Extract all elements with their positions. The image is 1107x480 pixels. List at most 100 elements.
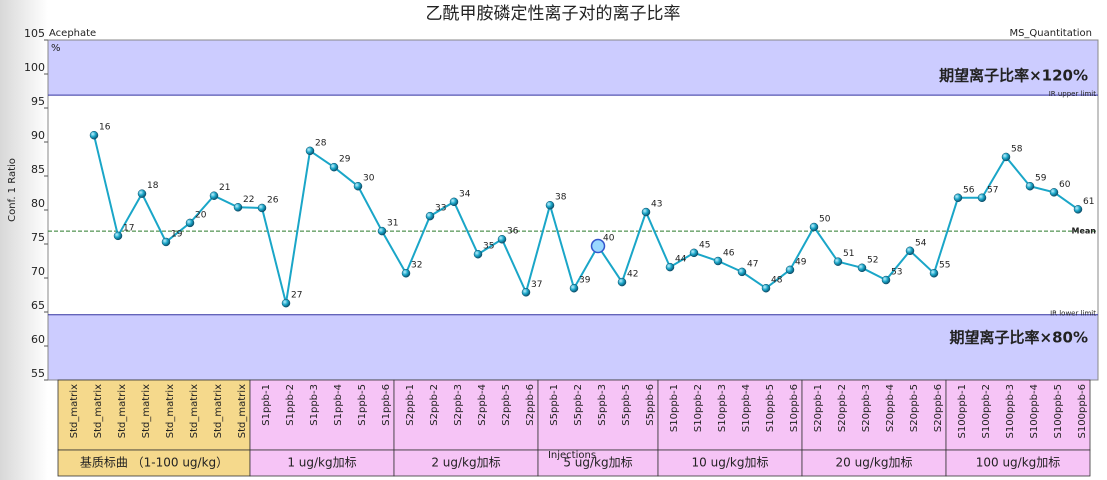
point-label: 48 [771,276,783,286]
point-label: 43 [651,200,662,210]
x-tick-label: S2ppb-5 [501,384,512,426]
data-point [1001,152,1011,162]
point-label: 40 [603,234,615,244]
x-tick-label: S100ppb-6 [1077,384,1088,438]
data-point [977,193,987,203]
x-tick-label: S10ppb-5 [765,384,776,432]
x-tick-label: S20ppb-1 [813,384,824,432]
point-label: 45 [699,240,710,250]
x-tick-label: S1ppb-6 [381,384,392,426]
x-tick-label: Std_matrix [189,384,200,438]
annotation: 期望离子比率×120% [939,67,1088,85]
x-tick-label: S10ppb-4 [741,384,752,432]
data-point [497,234,507,244]
point-label: 59 [1035,174,1047,184]
group-cell [393,449,539,477]
data-point [857,263,867,273]
data-point [185,218,195,228]
y-tick-label: 105 [24,27,45,40]
point-label: 32 [411,261,422,271]
y-tick-label: 85 [31,163,45,176]
group-cell [249,449,395,477]
x-tick-label: S1ppb-1 [261,384,272,426]
x-tick-label: S100ppb-4 [1029,384,1040,438]
point-label: 49 [795,257,807,267]
y-tick-label: 65 [31,299,45,312]
point-label: 27 [291,291,302,301]
point-label: 35 [483,242,494,252]
group-label: 5 ug/kg加标 [563,456,632,470]
data-point [929,268,939,278]
point-label: 33 [435,204,446,214]
data-point [257,203,267,213]
group-column [393,379,539,451]
point-label: 58 [1011,144,1023,154]
data-point [905,246,915,256]
x-tick-label: S20ppb-2 [837,384,848,432]
x-tick-label: S1ppb-5 [357,384,368,426]
x-tick-label: Std_matrix [213,384,224,438]
point-label: 51 [843,249,854,259]
x-tick-label: S10ppb-3 [717,384,728,432]
point-label: 36 [507,227,519,237]
point-label: 42 [627,270,638,280]
x-tick-label: S100ppb-2 [981,384,992,438]
point-label: 60 [1059,180,1071,190]
group-cell [945,449,1091,477]
x-tick-label: S20ppb-4 [885,384,896,432]
x-tick-label: S2ppb-1 [405,384,416,426]
point-label: 26 [267,195,279,205]
point-label: 16 [99,123,111,133]
data-point [953,193,963,203]
x-tick-label: S2ppb-3 [453,384,464,426]
point-label: 52 [867,255,878,265]
data-point [881,275,891,285]
point-label: 39 [579,276,591,286]
point-label: 34 [459,189,471,199]
reference-label: IR lower limit [1050,310,1096,318]
data-point [449,197,459,207]
point-label: 18 [147,181,159,191]
x-tick-label: S1ppb-4 [333,384,344,426]
x-tick-label: S20ppb-6 [933,384,944,432]
x-tick-label: S100ppb-5 [1053,384,1064,438]
x-tick-label: Std_matrix [117,384,128,438]
x-tick-label: Std_matrix [93,384,104,438]
group-label: 100 ug/kg加标 [976,456,1061,470]
data-point [329,162,339,172]
chart-title: 乙酰甲胺磷定性离子对的离子比率 [426,4,681,24]
point-label: 57 [987,185,998,195]
y-tick-label: 100 [24,61,45,74]
x-tick-label: S10ppb-1 [669,384,680,432]
group-label: 20 ug/kg加标 [836,456,913,470]
data-point [113,231,123,241]
x-tick-label: S5ppb-1 [549,384,560,426]
y-tick-label: 60 [31,333,45,346]
data-point [233,203,243,212]
data-point [833,257,843,266]
point-label: 20 [195,210,207,220]
x-tick-label: Std_matrix [69,384,80,438]
point-label: 61 [1083,197,1094,207]
x-tick-label: S5ppb-6 [645,384,656,426]
group-cell [57,449,251,477]
x-tick-label: S100ppb-3 [1005,384,1016,438]
x-tick-label: S5ppb-2 [573,384,584,426]
data-point [590,238,606,254]
data-point [665,262,675,272]
x-tick-label: S5ppb-5 [621,384,632,426]
group-label: 10 ug/kg加标 [692,456,769,470]
y-tick-label: 95 [31,95,45,108]
reference-label: Mean [1072,227,1097,236]
compound: Acephate [49,28,96,39]
x-tick-label: S20ppb-5 [909,384,920,432]
y-tick-label: 80 [31,197,45,210]
data-point [809,222,819,232]
point-label: 44 [675,255,687,265]
data-point [785,265,795,275]
group-label: 基质标曲 （1-100 ug/kg） [80,456,228,470]
x-tick-label: Std_matrix [141,384,152,438]
point-label: 54 [915,238,927,248]
group-column [537,379,659,451]
